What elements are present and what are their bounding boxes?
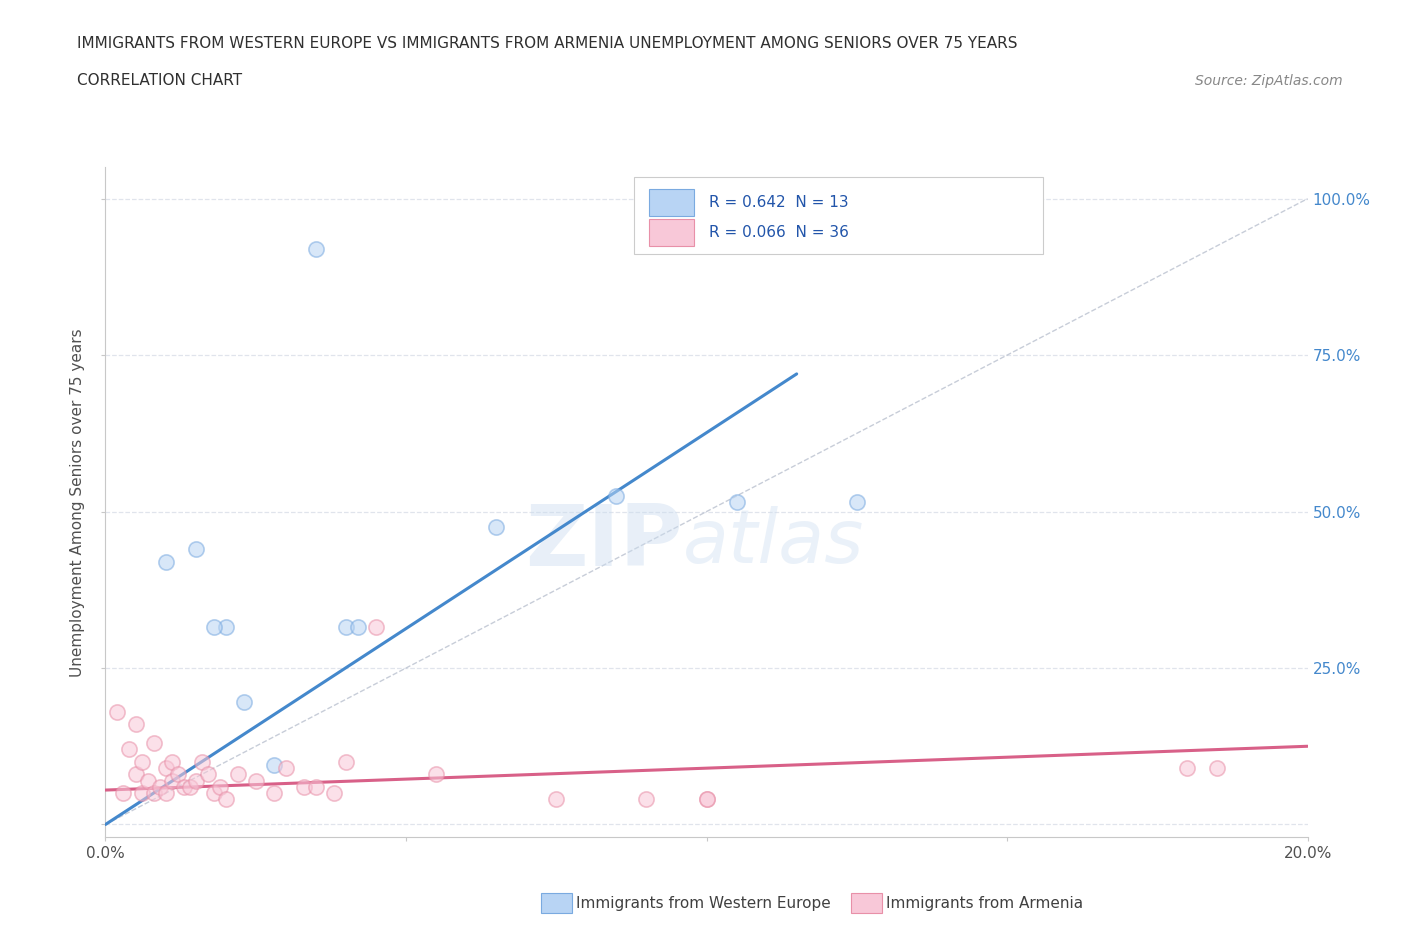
Point (124, 767, 146, 782)
Point (263, 786, 285, 801)
Point (1206, 761, 1229, 776)
Point (166, 767, 188, 782)
Text: atlas: atlas (682, 506, 863, 578)
Point (546, 792, 568, 807)
Point (274, 761, 297, 776)
Point (696, 792, 718, 807)
Point (335, 754, 357, 769)
Point (184, 541, 207, 556)
Point (1175, 761, 1198, 776)
Point (305, 779, 328, 794)
Point (425, 767, 447, 782)
Point (142, 736, 165, 751)
Point (845, 495, 868, 510)
Point (485, 520, 508, 535)
Point (263, 758, 285, 773)
Point (155, 786, 177, 801)
Point (142, 786, 165, 801)
Point (292, 779, 315, 794)
Point (305, 241, 328, 256)
Point (214, 620, 236, 635)
Point (214, 792, 236, 807)
Point (124, 717, 146, 732)
Point (226, 767, 249, 782)
Point (173, 779, 195, 794)
Text: ZIP: ZIP (524, 501, 682, 584)
Point (112, 786, 135, 801)
Point (136, 773, 159, 788)
Text: Immigrants from Western Europe: Immigrants from Western Europe (576, 897, 831, 911)
Point (725, 495, 748, 510)
Point (335, 620, 357, 635)
Point (245, 773, 267, 788)
Point (190, 754, 212, 769)
Bar (648, 219, 695, 246)
Point (131, 754, 153, 769)
Text: R = 0.642  N = 13: R = 0.642 N = 13 (709, 195, 849, 210)
Point (160, 773, 183, 788)
Point (605, 488, 627, 503)
Point (347, 620, 370, 635)
Point (202, 786, 225, 801)
FancyBboxPatch shape (634, 178, 1043, 255)
Point (364, 620, 387, 635)
Point (179, 779, 201, 794)
Y-axis label: Unemployment Among Seniors over 75 years: Unemployment Among Seniors over 75 years (70, 328, 86, 676)
Point (131, 786, 153, 801)
Point (202, 620, 225, 635)
Point (155, 761, 177, 776)
Text: R = 0.066  N = 36: R = 0.066 N = 36 (709, 225, 849, 240)
Point (197, 767, 219, 782)
Bar (648, 190, 695, 217)
Point (184, 773, 207, 788)
Text: Source: ZipAtlas.com: Source: ZipAtlas.com (1195, 74, 1343, 88)
Point (155, 554, 177, 569)
Point (696, 792, 718, 807)
Point (636, 792, 658, 807)
Text: IMMIGRANTS FROM WESTERN EUROPE VS IMMIGRANTS FROM ARMENIA UNEMPLOYMENT AMONG SEN: IMMIGRANTS FROM WESTERN EUROPE VS IMMIGR… (77, 36, 1018, 51)
Text: CORRELATION CHART: CORRELATION CHART (77, 73, 242, 88)
Point (148, 779, 170, 794)
Point (322, 786, 344, 801)
Point (107, 704, 129, 719)
Point (118, 742, 141, 757)
Point (160, 754, 183, 769)
Point (232, 695, 254, 710)
Point (208, 779, 231, 794)
Text: Immigrants from Armenia: Immigrants from Armenia (886, 897, 1083, 911)
